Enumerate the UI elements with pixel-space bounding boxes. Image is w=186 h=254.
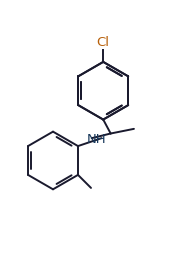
Text: NH: NH <box>86 133 106 146</box>
Text: Cl: Cl <box>97 36 110 49</box>
